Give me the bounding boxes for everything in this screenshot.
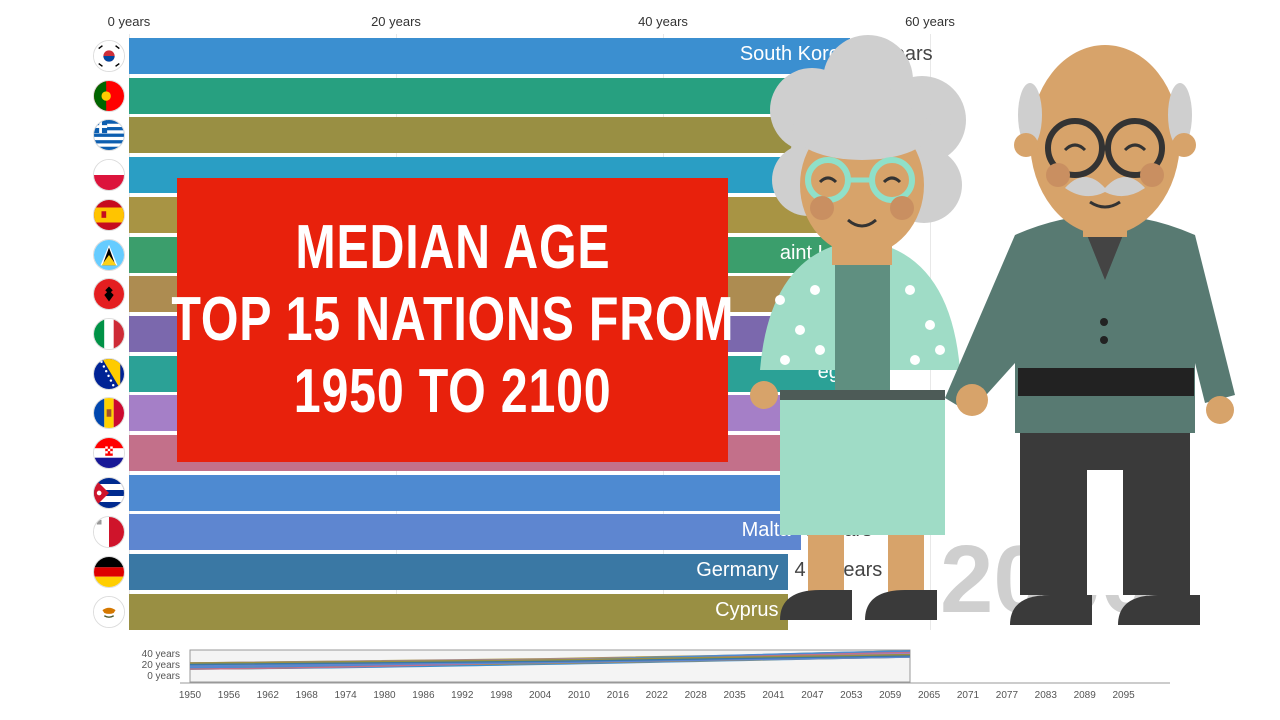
timeline-x-label: 1968 xyxy=(295,690,318,701)
timeline-y-label: 20 years xyxy=(141,660,180,671)
grandpa-figure xyxy=(945,45,1235,625)
bosnia-flag-icon xyxy=(93,357,125,390)
timeline-x-label: 1986 xyxy=(412,690,435,701)
timeline-x-label: 2071 xyxy=(956,690,980,701)
timeline-x-label: 2053 xyxy=(840,690,863,701)
timeline-x-label: 2041 xyxy=(762,690,785,701)
albania-flag-icon xyxy=(93,278,125,311)
portugal-flag-icon xyxy=(93,79,125,112)
x-tick-label: 60 years xyxy=(905,14,955,29)
x-tick-label: 20 years xyxy=(371,14,421,29)
timeline-x-label: 2028 xyxy=(684,690,707,701)
timeline-series-line xyxy=(189,656,911,667)
timeline-x-label: 2047 xyxy=(801,690,824,701)
italy-flag-icon xyxy=(93,317,125,350)
bar-label: South Kore xyxy=(739,43,840,65)
bar-label: Cyprus xyxy=(715,598,779,621)
timeline-y-label: 40 years xyxy=(141,649,180,660)
bar: Cyprus xyxy=(129,593,789,630)
timeline-plot xyxy=(180,649,1170,684)
x-axis: 0 years 20 years 40 years 60 years xyxy=(0,0,1280,34)
timeline-x-label: 2004 xyxy=(528,690,552,701)
spain-flag-icon xyxy=(93,198,125,231)
timeline-x-label: 2065 xyxy=(917,690,941,701)
title-line-2: TOP 15 NATIONS FROM xyxy=(171,285,734,354)
bar: Cub xyxy=(129,474,850,511)
cyprus-flag-icon xyxy=(93,595,125,628)
croatia-flag-icon xyxy=(93,437,125,469)
title-line-3: 1950 TO 2100 xyxy=(293,357,612,426)
timeline-y-label: 0 years xyxy=(147,671,180,682)
grandma-figure xyxy=(750,35,966,620)
bar-label: Germany xyxy=(696,559,779,582)
timeline-x-label: 1992 xyxy=(451,690,474,701)
cuba-flag-icon xyxy=(93,476,125,509)
title-line-1: MEDIAN AGE xyxy=(294,213,610,282)
timeline-x-label: 1962 xyxy=(256,690,279,701)
saint-lucia-flag-icon xyxy=(93,238,125,271)
bar: South Kore xyxy=(129,38,850,74)
timeline-x-label: 2095 xyxy=(1112,690,1135,701)
timeline-x-label: 2016 xyxy=(606,690,630,701)
timeline-x-label: 2059 xyxy=(879,690,902,701)
timeline-x-label: 1956 xyxy=(217,690,241,701)
timeline-x-label: 2022 xyxy=(645,690,668,701)
south-korea-flag-icon xyxy=(93,40,125,72)
timeline-x-label: 1980 xyxy=(373,690,396,701)
bar-label: Malta xyxy=(741,519,791,542)
x-tick-label: 40 years xyxy=(638,14,688,29)
poland-flag-icon xyxy=(93,159,125,192)
germany-flag-icon xyxy=(93,556,125,589)
bar: Germany xyxy=(129,554,789,591)
bar-chart: South Kore54 yearsPSaint LuAlbaegMoldeCr… xyxy=(93,38,933,630)
timeline-x-label: 2010 xyxy=(567,690,591,701)
x-tick-label: 0 years xyxy=(107,14,151,29)
timeline-x-label: 1998 xyxy=(490,690,513,701)
timeline-x-label: 2077 xyxy=(995,690,1019,701)
bar xyxy=(129,117,850,154)
bar: P xyxy=(129,77,850,114)
timeline-scrubber[interactable]: 40 years 20 years 0 years 1950 1956 1962 1968 1… xyxy=(0,645,1280,720)
timeline-x-label: 2035 xyxy=(723,690,746,701)
bar: Malta xyxy=(129,514,801,551)
timeline-x-label: 2083 xyxy=(1034,690,1057,701)
title-banner: MEDIAN AGE TOP 15 NATIONS FROM 1950 TO 2… xyxy=(171,178,733,462)
timeline-series-line xyxy=(189,655,911,666)
moldova-flag-icon xyxy=(93,397,125,430)
timeline-series-line xyxy=(189,653,911,664)
elderly-couple-illustration xyxy=(750,35,1235,625)
greece-flag-icon xyxy=(93,119,125,152)
timeline-x-label: 2089 xyxy=(1073,690,1096,701)
malta-flag-icon xyxy=(93,516,125,549)
timeline-x-label: 1974 xyxy=(334,690,357,701)
timeline-x-label: 1950 xyxy=(178,690,202,701)
